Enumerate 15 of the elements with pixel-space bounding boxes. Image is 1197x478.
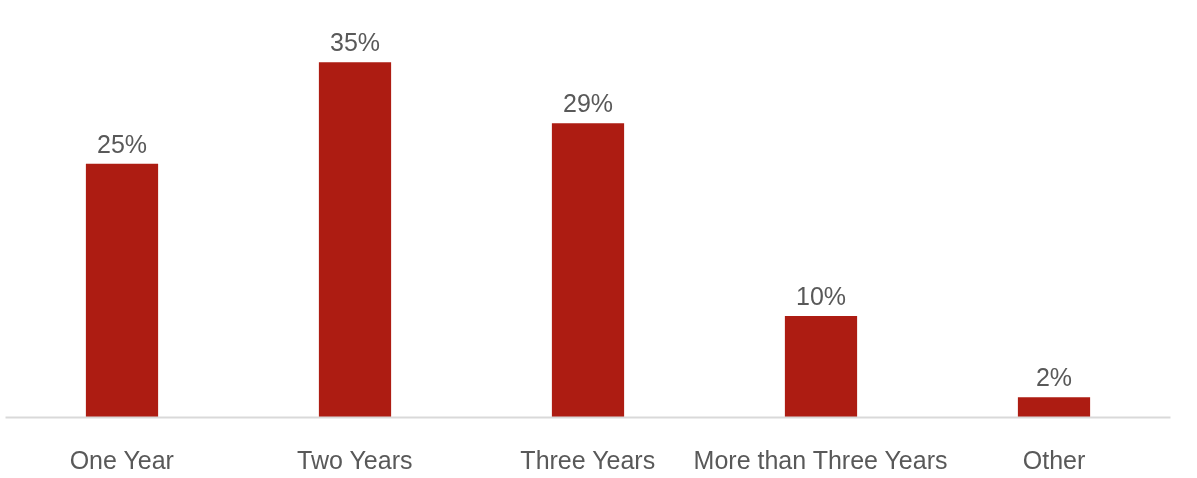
x-tick-label: Two Years <box>297 445 413 474</box>
data-label: 25% <box>96 129 148 158</box>
x-tick-label: Other <box>1022 445 1086 474</box>
data-label: 35% <box>329 28 381 57</box>
x-tick-label: Three Years <box>520 445 656 474</box>
data-label: 10% <box>795 282 847 311</box>
bar <box>318 62 392 418</box>
bar <box>784 316 858 418</box>
bar <box>85 163 159 418</box>
data-label: 29% <box>562 89 614 118</box>
x-tick-label: More than Three Years <box>693 445 948 474</box>
bar <box>551 123 625 418</box>
x-tick-label: One Year <box>69 445 174 474</box>
data-label: 2% <box>1035 363 1073 392</box>
bar <box>1017 397 1091 418</box>
